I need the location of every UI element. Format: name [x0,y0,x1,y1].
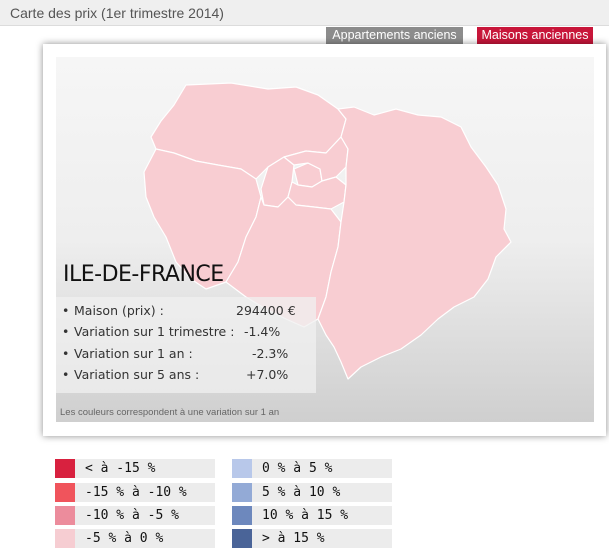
map-area: ILE-DE-FRANCE • Maison (prix) : 294400 €… [56,57,594,422]
legend-label: 10 % à 15 % [262,508,349,523]
legend-note: Les couleurs correspondent à une variati… [60,407,280,418]
legend-item: 0 % à 5 % [232,459,392,478]
map-card: ILE-DE-FRANCE • Maison (prix) : 294400 €… [43,44,606,436]
info-label: Variation sur 1 trimestre : [74,324,235,339]
legend-swatch [232,529,252,548]
info-value: -2.3% [252,346,289,361]
info-label: Variation sur 5 ans : [74,367,200,382]
legend-swatch [55,459,75,478]
legend-item: -5 % à 0 % [55,529,215,548]
page-title: Carte des prix (1er trimestre 2014) [10,5,224,21]
legend-swatch [55,506,75,525]
legend-label: 0 % à 5 % [262,461,333,476]
legend-item: -10 % à -5 % [55,506,215,525]
info-value: -1.4% [244,324,281,339]
bullet-icon: • [62,324,70,339]
department-val-de-marne[interactable] [287,176,347,210]
legend-swatch [232,506,252,525]
legend-swatch [55,483,75,502]
info-label: Variation sur 1 an : [74,346,193,361]
info-label: Maison (prix) : [74,303,164,318]
legend-label: < à -15 % [85,461,156,476]
bullet-icon: • [62,303,70,318]
legend-item: 10 % à 15 % [232,506,392,525]
bullet-icon: • [62,367,70,382]
legend-label: -15 % à -10 % [85,485,187,500]
legend-label: -5 % à 0 % [85,531,164,546]
info-value: 294400 € [236,303,296,318]
tab-appartements-anciens[interactable]: Appartements anciens [326,27,463,44]
legend-swatch [232,483,252,502]
legend-item: > à 15 % [232,529,392,548]
legend-swatch [232,459,252,478]
legend-label: > à 15 % [262,531,325,546]
tab-maisons-anciennes[interactable]: Maisons anciennes [477,27,593,44]
legend-item: -15 % à -10 % [55,483,215,502]
legend-item: < à -15 % [55,459,215,478]
legend-item: 5 % à 10 % [232,483,392,502]
region-map [143,82,512,380]
bullet-icon: • [62,346,70,361]
info-value: +7.0% [246,367,289,382]
legend-label: -10 % à -5 % [85,508,179,523]
region-name: ILE-DE-FRANCE [63,262,224,287]
department-seine-et-marne[interactable] [317,106,512,380]
legend-swatch [55,529,75,548]
legend-label: 5 % à 10 % [262,485,341,500]
title-bar: Carte des prix (1er trimestre 2014) [0,0,609,26]
info-box: • Maison (prix) : 294400 € • Variation s… [56,297,316,393]
